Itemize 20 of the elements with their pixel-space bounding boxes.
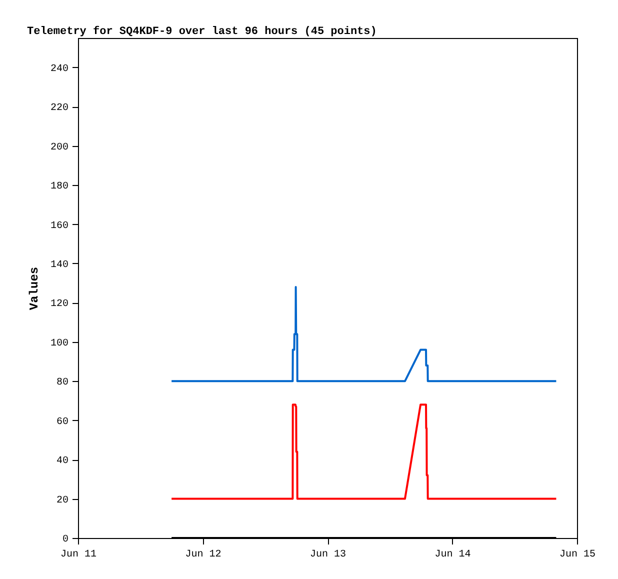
y-tick-label: 60 [56, 416, 68, 428]
y-tick-label: 120 [50, 299, 68, 310]
y-axis-title: Values [27, 266, 42, 310]
y-tick-label: 40 [56, 456, 68, 468]
y-tick-label: 80 [56, 378, 68, 389]
y-tick-label: 180 [50, 182, 68, 193]
y-tick-label: 240 [50, 64, 68, 75]
x-tick-label: Jun 13 [310, 550, 346, 560]
x-tick-label: Jun 14 [434, 550, 471, 560]
x-tick-label: Jun 11 [60, 550, 97, 560]
y-tick-label: 0 [62, 534, 68, 546]
y-tick-label: 140 [50, 260, 68, 271]
y-tick-label: 20 [56, 495, 68, 506]
y-tick-label: 160 [50, 220, 68, 232]
chart-title: Telemetry for SQ4KDF-9 over last 96 hours (45 points) [26, 25, 377, 38]
y-tick-label: 220 [50, 103, 68, 114]
x-tick-label: Jun 12 [185, 550, 222, 560]
x-tick-label: Jun 15 [559, 550, 596, 560]
y-tick-label: 200 [50, 142, 68, 154]
y-tick-label: 100 [50, 338, 68, 350]
